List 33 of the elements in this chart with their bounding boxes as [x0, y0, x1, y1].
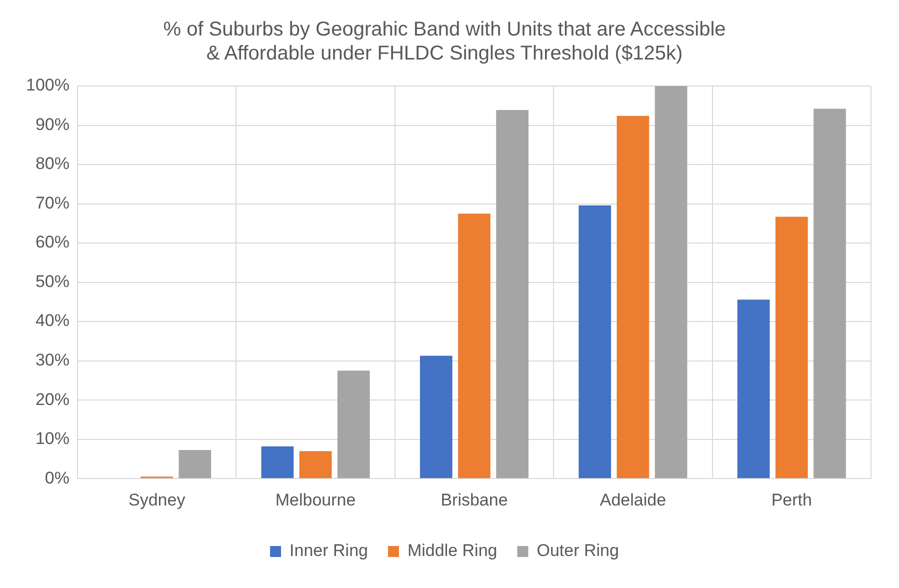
bar	[775, 216, 808, 478]
y-tick-label: 20%	[35, 390, 70, 409]
legend-label: Middle Ring	[407, 541, 498, 560]
bar	[654, 86, 688, 478]
y-tick-label: 40%	[35, 311, 70, 330]
y-tick-label: 30%	[35, 350, 70, 370]
bar	[178, 450, 212, 478]
chart-title: % of Suburbs by Geograhic Band with Units that are Accessible & Affordable under FHLDC Singles Threshold ($125k)	[163, 18, 726, 65]
y-tick-label: 100%	[26, 76, 70, 95]
bar	[261, 446, 294, 478]
y-tick-label: 60%	[35, 232, 70, 252]
legend-label: Inner Ring	[290, 541, 368, 560]
bar	[420, 356, 452, 478]
x-tick-label: Brisbane	[440, 490, 508, 510]
bar	[458, 214, 490, 478]
bar	[814, 108, 846, 478]
y-tick-label: 70%	[35, 193, 70, 212]
x-tick-label: Melbourne	[275, 490, 356, 510]
bar	[616, 116, 650, 478]
bar	[578, 205, 612, 478]
y-tick-label: 80%	[35, 154, 70, 174]
bar	[737, 300, 770, 478]
bar	[337, 370, 370, 478]
legend-label: Outer Ring	[536, 541, 619, 560]
y-tick-label: 10%	[35, 429, 70, 448]
x-tick-label: Adelaide	[600, 490, 666, 510]
y-tick-label: 0%	[44, 468, 70, 488]
y-tick-label: 50%	[35, 272, 70, 291]
bar	[299, 451, 332, 478]
x-tick-label: Perth	[771, 490, 812, 510]
bar	[496, 110, 529, 478]
y-tick-label: 90%	[35, 114, 70, 134]
x-tick-label: Sydney	[128, 490, 186, 510]
